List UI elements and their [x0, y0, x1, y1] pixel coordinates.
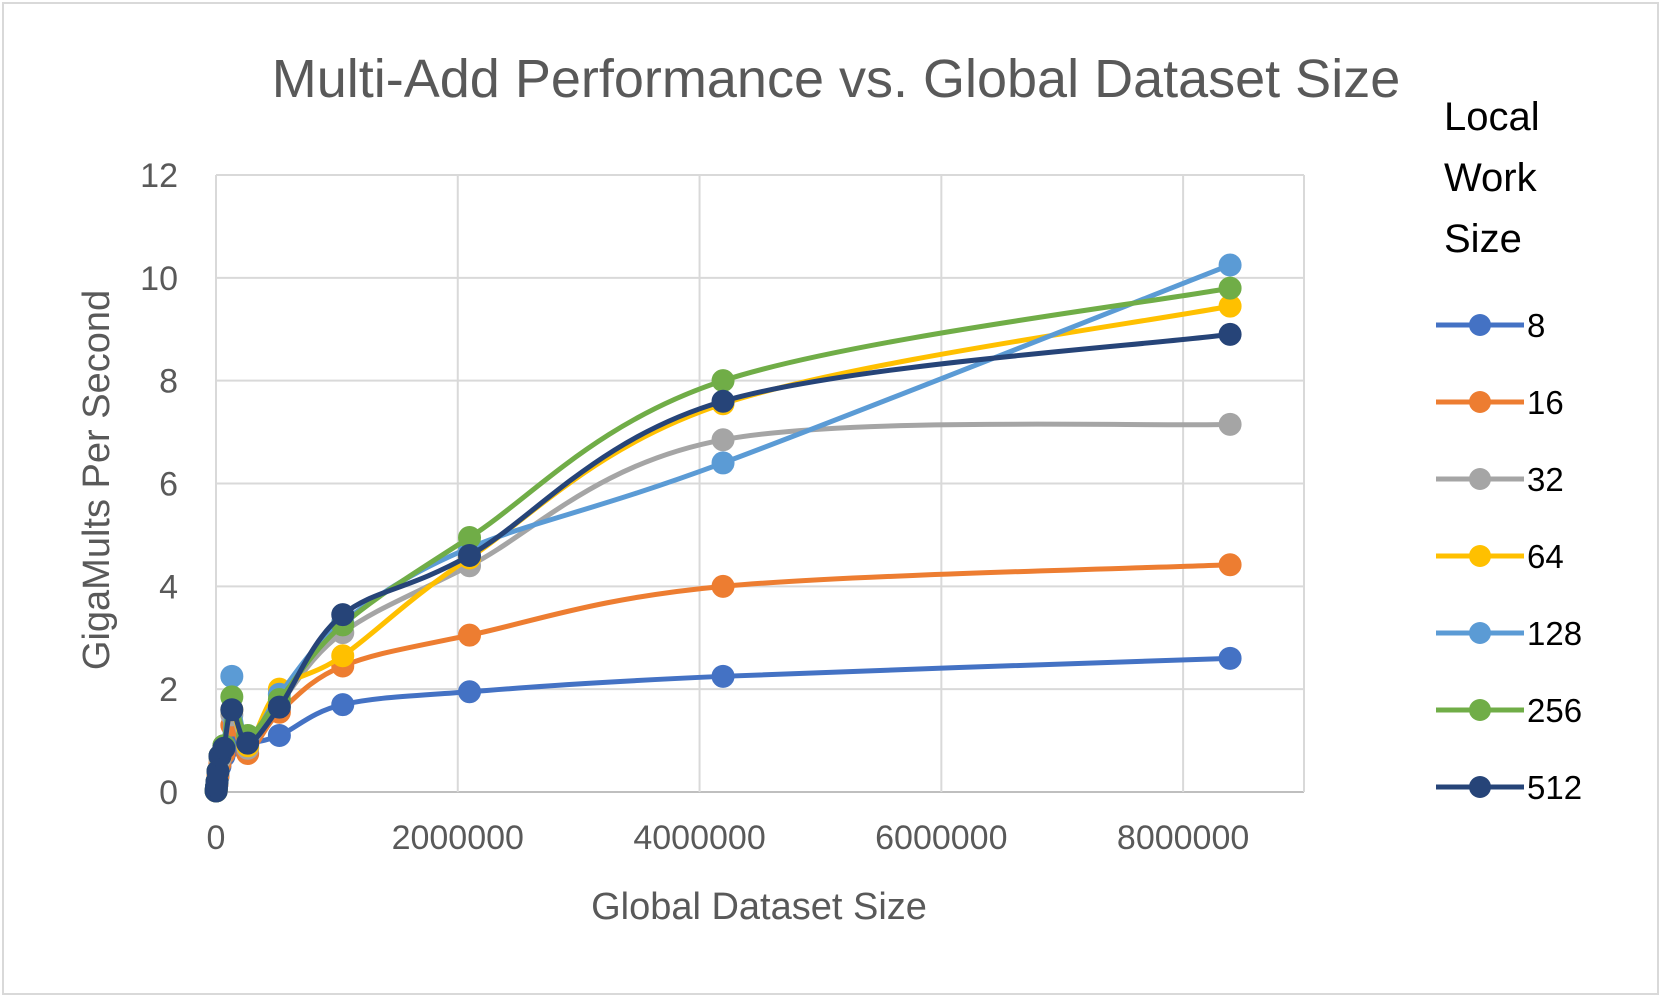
series-line-128	[213, 262, 1233, 794]
legend-label: 32	[1527, 461, 1564, 498]
data-point-64	[331, 644, 355, 668]
x-tick-label: 2000000	[392, 819, 524, 857]
y-tick-label: 4	[159, 568, 178, 606]
data-point-8	[331, 693, 355, 717]
data-point-32	[1218, 412, 1242, 436]
legend-label: 512	[1527, 769, 1582, 806]
legend-item-128: 128	[1436, 615, 1582, 652]
data-point-8	[1218, 646, 1242, 670]
legend-swatch-marker	[1469, 391, 1491, 413]
axes: 0 2 4 6 8 10 12 0 2000000 4000000 6000000 8000000	[140, 157, 1249, 857]
data-point-512	[267, 695, 291, 719]
legend-item-8: 8	[1436, 307, 1545, 344]
data-point-512	[711, 389, 735, 413]
legend-title-line-3: Size	[1444, 217, 1522, 261]
y-axis-label: GigaMults Per Second	[76, 290, 118, 670]
data-point-8	[458, 680, 482, 704]
series-256	[204, 276, 1242, 803]
y-tick-label: 0	[159, 774, 178, 812]
legend-item-256: 256	[1436, 692, 1582, 729]
series-layer	[204, 253, 1242, 803]
data-point-32	[711, 428, 735, 452]
legend-label: 16	[1527, 384, 1564, 421]
data-point-512	[331, 603, 355, 627]
legend-item-32: 32	[1436, 461, 1564, 498]
data-point-128	[1218, 253, 1242, 277]
legend-item-16: 16	[1436, 384, 1564, 421]
data-point-16	[711, 574, 735, 598]
data-point-8	[267, 723, 291, 747]
legend-swatch-marker	[1469, 314, 1491, 336]
data-point-128	[711, 451, 735, 475]
series-128	[204, 253, 1242, 803]
x-tick-label: 6000000	[875, 819, 1007, 857]
x-tick-label: 0	[207, 819, 226, 857]
legend-item-64: 64	[1436, 538, 1564, 575]
data-point-256	[711, 369, 735, 393]
y-tick-label: 8	[159, 363, 178, 401]
legend: Local Work Size 8 16 32 64 128 256 512	[1436, 95, 1582, 806]
y-tick-label: 12	[140, 157, 178, 195]
legend-label: 128	[1527, 615, 1582, 652]
data-point-512	[236, 731, 260, 755]
data-point-512	[220, 698, 244, 722]
legend-swatch-marker	[1469, 776, 1491, 798]
data-point-512	[1218, 322, 1242, 346]
series-8	[204, 646, 1242, 803]
legend-swatch-marker	[1469, 699, 1491, 721]
data-point-512	[458, 543, 482, 567]
x-axis-label: Global Dataset Size	[591, 886, 927, 928]
legend-swatch-marker	[1469, 468, 1491, 490]
y-tick-label: 10	[140, 260, 178, 298]
data-point-512	[212, 736, 236, 760]
legend-label: 8	[1527, 307, 1545, 344]
legend-item-512: 512	[1436, 769, 1582, 806]
data-point-128	[220, 664, 244, 688]
chart-svg: 0 2 4 6 8 10 12 0 2000000 4000000 6000000 8000000 M…	[76, 49, 1582, 928]
legend-title-line-2: Work	[1444, 156, 1538, 200]
data-point-16	[1218, 553, 1242, 577]
series-line-256	[213, 285, 1233, 794]
legend-label: 256	[1527, 692, 1582, 729]
legend-swatch-marker	[1469, 545, 1491, 567]
series-512	[204, 322, 1242, 803]
legend-title-line-1: Local	[1444, 95, 1540, 139]
data-point-8	[711, 664, 735, 688]
y-tick-label: 6	[159, 466, 178, 504]
y-tick-label: 2	[159, 671, 178, 709]
legend-swatch-marker	[1469, 622, 1491, 644]
data-point-256	[1218, 276, 1242, 300]
x-tick-label: 4000000	[633, 819, 765, 857]
legend-label: 64	[1527, 538, 1564, 575]
chart-title: Multi-Add Performance vs. Global Dataset…	[272, 49, 1400, 109]
x-tick-label: 8000000	[1117, 819, 1249, 857]
data-point-16	[458, 623, 482, 647]
